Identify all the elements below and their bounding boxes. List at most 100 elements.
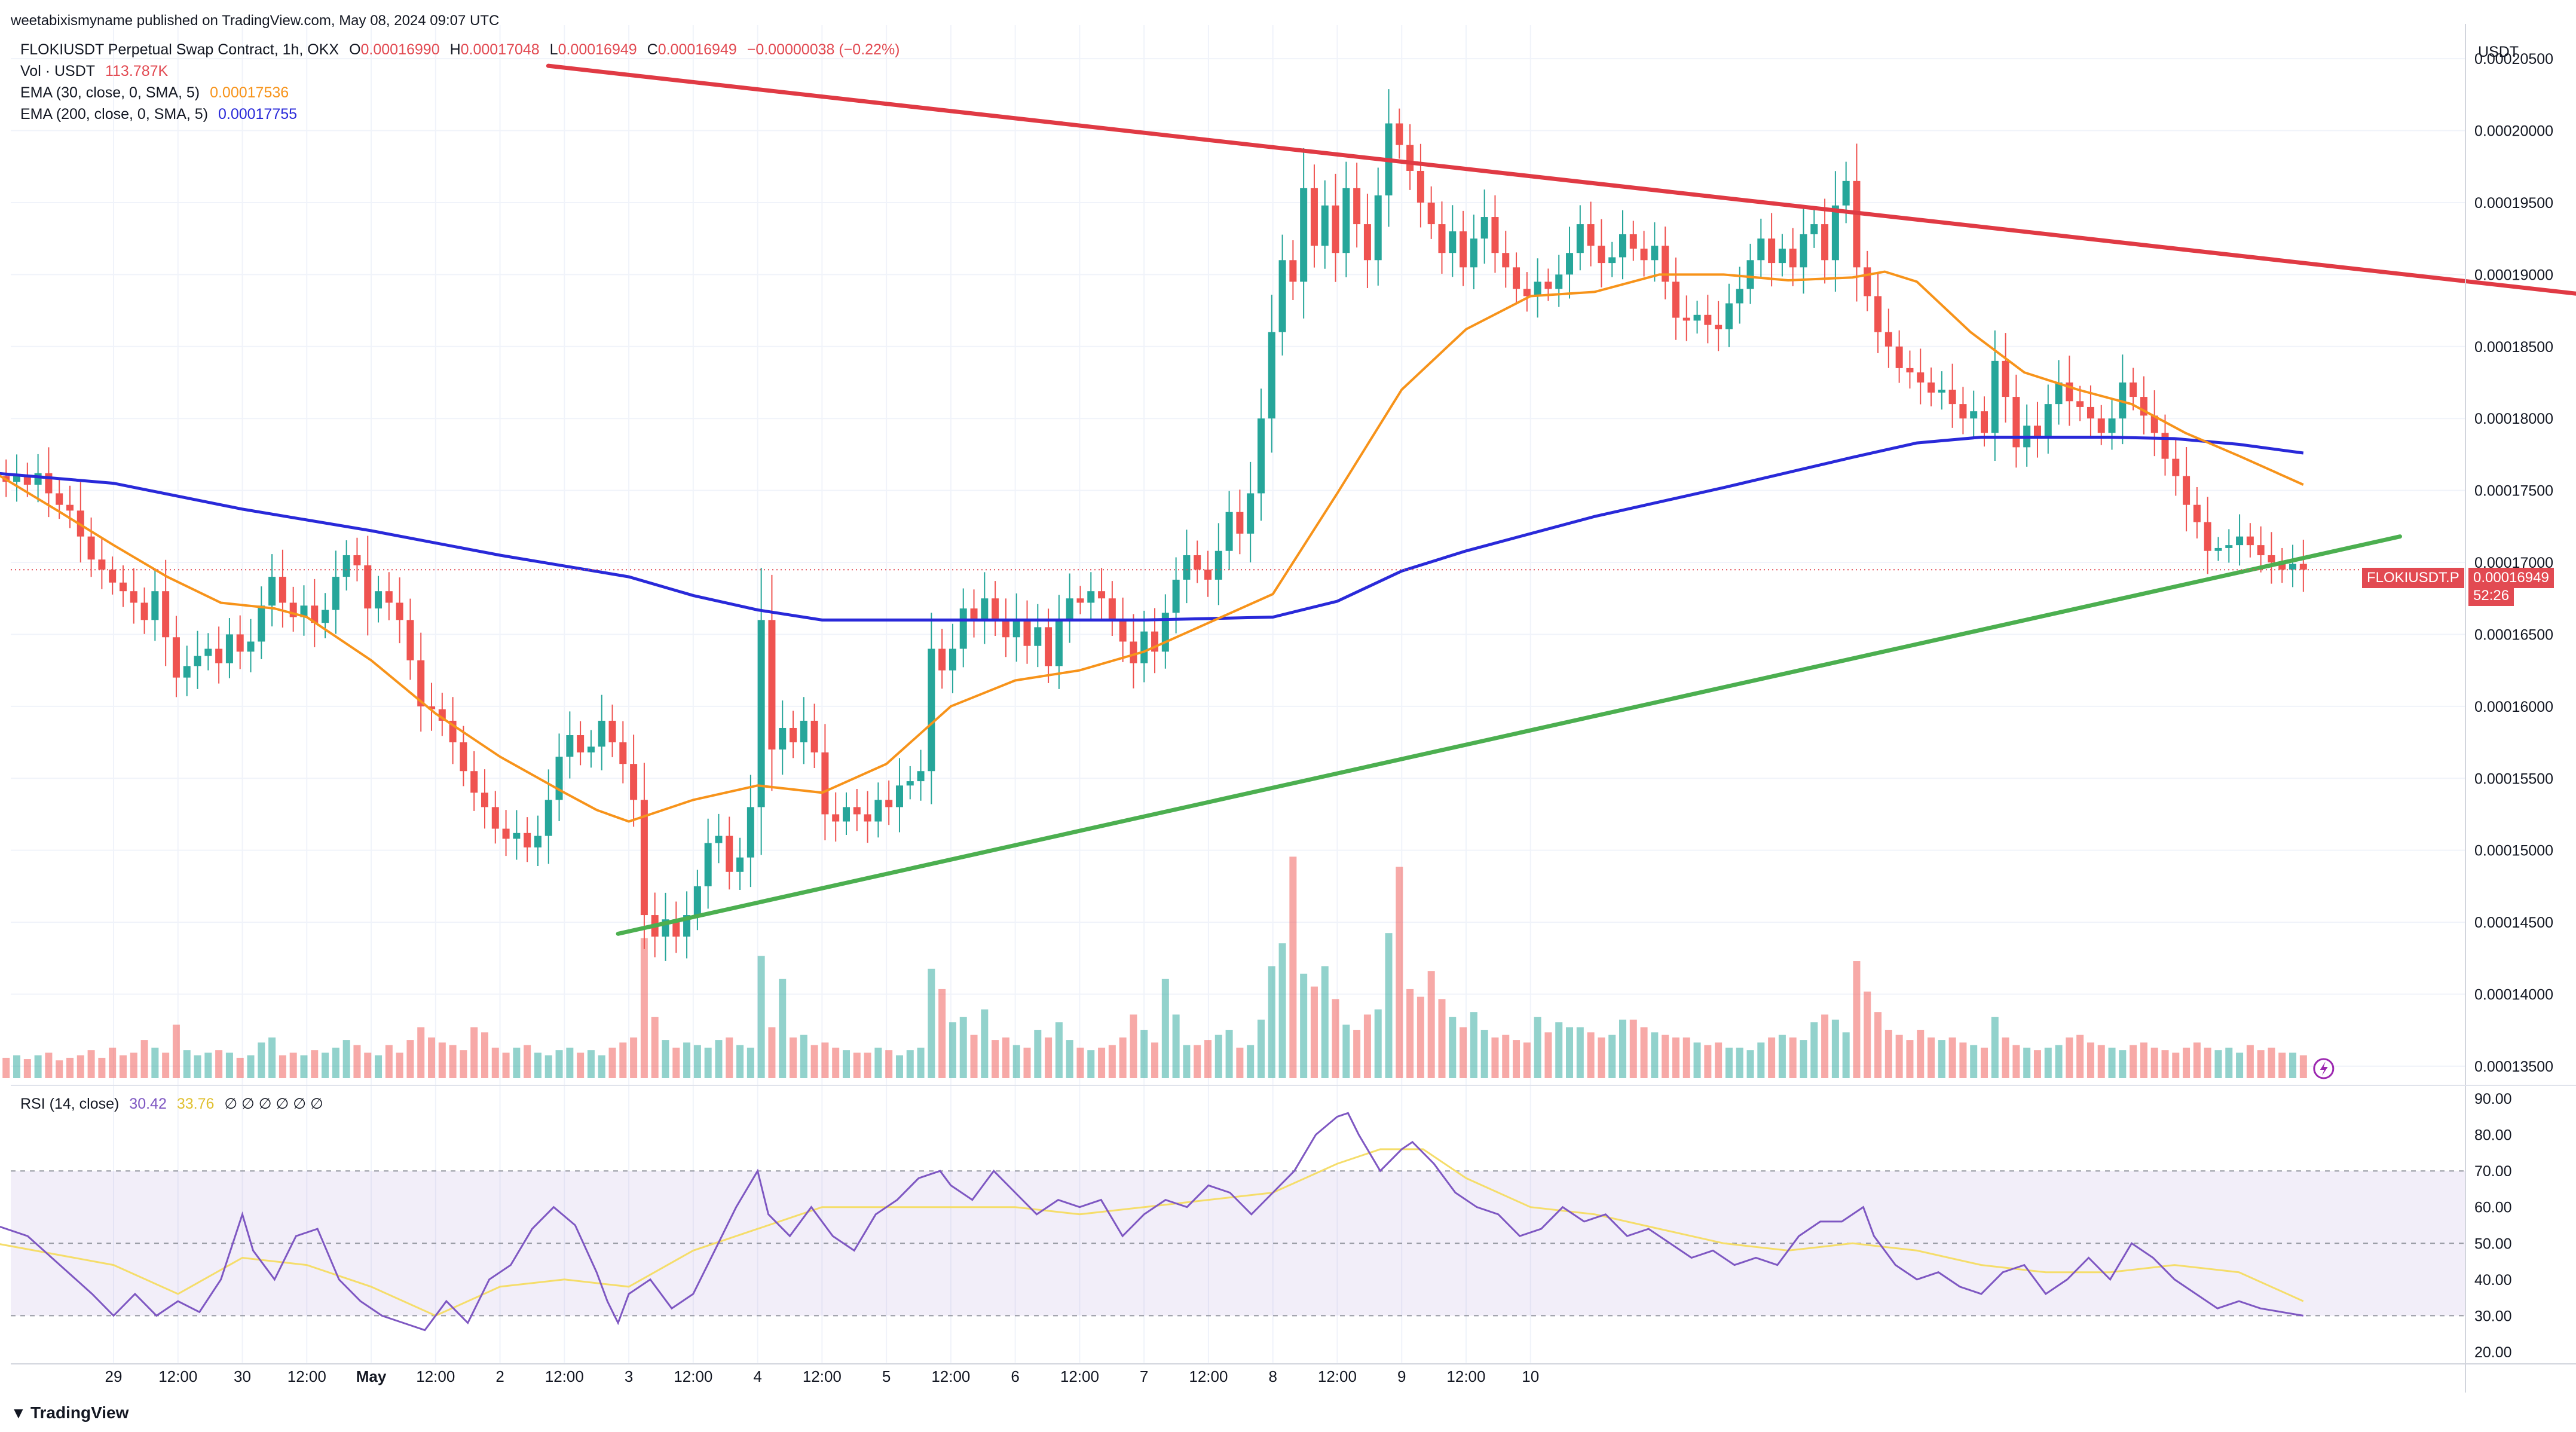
ema30-legend[interactable]: EMA (30, close, 0, SMA, 5) 0.00017536 [20,82,295,103]
symbol-title[interactable]: FLOKIUSDT Perpetual Swap Contract, 1h, O… [20,41,339,58]
volume-bar [1417,996,1424,1078]
volume-bar [470,1027,478,1078]
volume-bar [1438,999,1446,1078]
candle-body [1970,411,1978,419]
candle-body [1183,555,1191,580]
rsi-empty-values: ∅ ∅ ∅ ∅ ∅ ∅ [224,1096,323,1112]
volume-bar [1396,867,1403,1078]
candle-body [736,857,744,872]
volume-bar [1725,1047,1733,1078]
candle-body [1055,620,1063,666]
volume-bar [1853,961,1861,1078]
candle-body [2002,360,2009,397]
time-tick-label: 12:00 [545,1367,584,1385]
candle-body [2225,545,2233,548]
volume-bar [87,1050,95,1078]
candle-body [970,608,978,620]
candle-body [1587,224,1595,246]
volume-bar [34,1055,42,1078]
volume-bar [1406,989,1414,1078]
candle-body [1651,246,1659,261]
candle-body [555,757,563,800]
candle-body [1682,317,1690,321]
candle-body [375,591,383,609]
rsi-ma-value: 33.76 [176,1096,215,1112]
volume-bar [2002,1037,2009,1078]
volume-bar [247,1055,255,1078]
candle-body [130,591,137,603]
tradingview-branding[interactable]: ▼ TradingView [11,1403,129,1422]
volume-value: 113.787K [105,63,169,79]
volume-bar [1895,1035,1903,1078]
ema200-label: EMA (200, close, 0, SMA, 5) [20,106,209,123]
volume-bar [1002,1037,1009,1078]
volume-bar [1704,1045,1712,1078]
candle-body [1002,620,1009,638]
volume-bar [2193,1042,2201,1078]
time-tick-label: 12:00 [1060,1367,1099,1385]
volume-bar [2023,1047,2031,1078]
candle-body [1045,627,1053,666]
currency-label[interactable]: USDT [2478,44,2519,60]
price-tick-label: 0.00015500 [2474,770,2553,787]
candle-body [87,536,95,560]
volume-bar [1757,1042,1765,1078]
candle-body [1842,180,1850,206]
candle-body [1214,550,1222,580]
price-tick-label: 0.00019500 [2474,195,2553,212]
volume-bar [842,1050,850,1078]
volume-bar [2289,1052,2297,1078]
volume-bar [1544,1032,1552,1078]
candle-body [768,620,776,750]
candle-body [1300,188,1308,282]
candle-body [2183,476,2190,505]
rsi-tick-label: 60.00 [2474,1200,2512,1216]
candle-body [992,598,999,620]
rsi-tick-label: 90.00 [2474,1091,2512,1107]
volume-bar [683,1042,691,1078]
volume-bar [1214,1035,1222,1078]
candle-body [1066,598,1073,620]
candle-body [1672,281,1679,318]
ema200-legend[interactable]: EMA (200, close, 0, SMA, 5) 0.00017755 [20,104,303,124]
rsi-tick-label: 40.00 [2474,1272,2512,1289]
candle-body [2204,522,2211,551]
volume-bar [768,1027,776,1078]
volume-bar [417,1027,425,1078]
volume-bar [1480,1030,1488,1078]
volume-bar [1651,1032,1659,1078]
volume-bar [736,1045,744,1078]
volume-bar [1321,966,1329,1078]
volume-bar [1130,1014,1137,1078]
volume-bar [800,1035,807,1078]
candle-body [2268,555,2275,563]
candle-body [630,764,638,800]
volume-bar [672,1047,680,1078]
candle-body [417,660,425,706]
candle-body [1406,145,1414,171]
volume-bar [779,978,787,1078]
candle-body [1236,512,1244,534]
candle-body [864,814,871,822]
volume-bar [1278,943,1286,1078]
candle-body [311,605,319,623]
volume-bar [268,1037,276,1078]
volume-bar [225,1052,233,1078]
volume-bar [311,1050,319,1078]
candle-body [162,591,170,638]
candle-body [895,785,903,807]
volume-bar [204,1052,212,1078]
candle-body [1821,224,1829,261]
lightning-icon [2313,1058,2335,1079]
volume-bar [2204,1047,2211,1078]
volume-bar [1268,966,1275,1078]
candle-body [715,836,723,843]
candle-body [1895,346,1903,368]
volume-legend[interactable]: Vol · USDT 113.787K [20,61,174,81]
candle-body [1427,202,1435,225]
candle-body [1640,249,1648,261]
volume-bar [215,1050,223,1078]
candle-body [460,742,467,772]
rsi-legend[interactable]: RSI (14, close) 30.42 33.76 ∅ ∅ ∅ ∅ ∅ ∅ [20,1094,329,1114]
volume-bar [1672,1037,1679,1078]
